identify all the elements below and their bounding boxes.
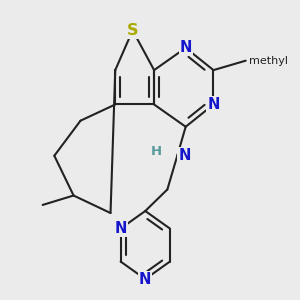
Text: N: N — [114, 221, 127, 236]
Text: H: H — [150, 145, 162, 158]
Text: methyl: methyl — [250, 56, 289, 66]
Text: S: S — [127, 23, 138, 38]
Text: N: N — [178, 148, 190, 163]
Text: N: N — [207, 97, 220, 112]
Text: N: N — [179, 40, 192, 56]
Text: N: N — [139, 272, 152, 286]
